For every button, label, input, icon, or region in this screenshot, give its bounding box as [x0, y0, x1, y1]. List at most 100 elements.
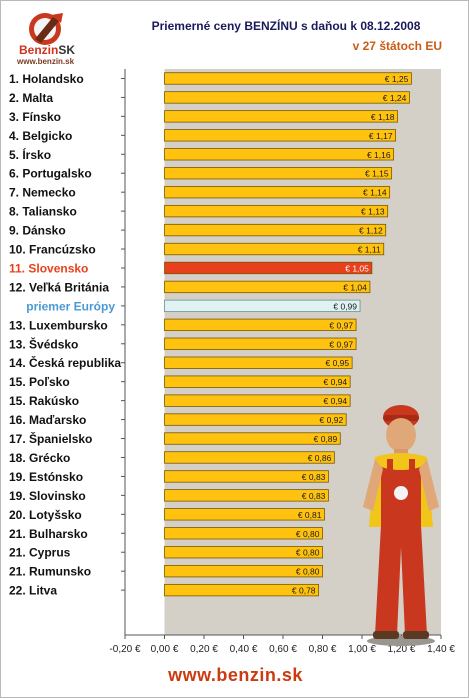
category-label: 1. Holandsko [9, 72, 84, 86]
bar [164, 223, 387, 237]
x-tick-label: 1,20 € [388, 644, 416, 655]
logo-emblem-icon [29, 13, 63, 45]
bar-value-label: € 0,97 [329, 320, 353, 330]
bar [164, 318, 357, 331]
bar [164, 375, 351, 388]
bar-value-label: € 1,17 [369, 131, 393, 141]
bar [164, 148, 395, 161]
category-label: 9. Dánsko [9, 224, 66, 238]
bar [164, 583, 319, 597]
x-tick-label: 0,80 € [309, 644, 337, 655]
bar [164, 337, 357, 350]
bar-value-label: € 1,14 [363, 188, 387, 198]
average-bar [164, 299, 361, 313]
bar [164, 565, 323, 578]
category-label: 20. Lotyšsko [9, 508, 82, 522]
category-label: 17. Španielsko [9, 431, 92, 446]
category-label: 21. Cyprus [9, 546, 71, 560]
category-label: 7. Nemecko [9, 186, 76, 200]
bar [164, 91, 410, 104]
category-label: 13. Švédsko [9, 336, 78, 351]
category-label: 19. Estónsko [9, 470, 83, 484]
footer-url: www.benzin.sk [168, 665, 303, 685]
category-label: 11. Slovensko [9, 261, 88, 275]
x-tick-label: 0,20 € [190, 644, 218, 655]
bar [164, 204, 389, 218]
bar-value-label: € 0,78 [292, 586, 316, 596]
bar-value-label: € 0,80 [296, 567, 320, 577]
bar-value-label: € 0,80 [296, 548, 320, 558]
x-tick-label: -0,20 € [109, 644, 141, 655]
highlight-bar [164, 261, 373, 275]
bar [164, 546, 323, 559]
bar [164, 110, 398, 123]
bar [164, 508, 325, 521]
category-label: 2. Malta [9, 91, 53, 105]
bar-value-label: € 0,94 [324, 396, 348, 406]
category-label: 19. Slovinsko [9, 489, 86, 503]
bar-value-label: € 1,13 [361, 207, 385, 217]
category-label: 5. Írsko [9, 147, 51, 162]
bar [164, 413, 347, 426]
bar-value-label: € 1,16 [367, 150, 391, 160]
bar-value-label: € 0,81 [298, 510, 322, 520]
bar-value-label: € 0,94 [324, 377, 348, 387]
bar [164, 72, 412, 85]
bar [164, 280, 371, 294]
category-label: 21. Rumunsko [9, 565, 91, 579]
bar-value-label: € 0,89 [314, 434, 338, 444]
bar [164, 356, 353, 369]
bar-value-label: € 1,18 [371, 112, 395, 122]
bar-value-label: € 0,99 [333, 301, 357, 311]
bar [164, 451, 335, 464]
bar-value-label: € 0,83 [302, 472, 326, 482]
bar-value-label: € 1,25 [385, 74, 409, 84]
category-label: 12. Veľká Británia [9, 280, 109, 294]
category-label: 16. Maďarsko [9, 413, 86, 427]
category-label: 8. Taliansko [9, 205, 77, 219]
logo-url: www.benzin.sk [17, 57, 75, 66]
category-label: 13. Luxembursko [9, 318, 108, 332]
category-label: 4. Belgicko [9, 129, 72, 143]
x-tick-label: 0,40 € [230, 644, 258, 655]
mechanic-mascot-icon [363, 405, 439, 646]
chart-subtitle: v 27 štátoch EU [352, 39, 442, 53]
bar-value-label: € 0,86 [308, 453, 332, 463]
logo-sk: SK [58, 43, 76, 57]
bar [164, 242, 385, 256]
bar-value-label: € 0,80 [296, 529, 320, 539]
bar [164, 167, 393, 180]
benzin-logo [15, 9, 85, 67]
bar-value-label: € 0,97 [329, 339, 353, 349]
category-label: 6. Portugalsko [9, 167, 92, 181]
bar-value-label: € 0,83 [302, 491, 326, 501]
bar-value-label: € 0,92 [320, 415, 344, 425]
bar [164, 432, 341, 445]
bar [164, 470, 329, 483]
category-label: 22. Litva [9, 584, 57, 598]
bar [164, 129, 396, 142]
bar-value-label: € 1,24 [383, 93, 407, 103]
x-tick-label: 1,00 € [348, 644, 376, 655]
category-label: 10. Francúzsko [9, 243, 96, 257]
bar-value-label: € 1,05 [345, 263, 369, 273]
bar-value-label: € 1,11 [358, 245, 381, 255]
category-label: 3. Fínsko [9, 110, 61, 124]
bar [164, 394, 351, 407]
bar-value-label: € 1,15 [365, 169, 389, 179]
bar [164, 527, 323, 540]
x-tick-label: 0,60 € [269, 644, 297, 655]
category-label: 14. Česká republika [9, 355, 121, 370]
bar [164, 489, 329, 502]
category-label: 15. Poľsko [9, 375, 70, 389]
bar-value-label: € 1,04 [343, 282, 367, 292]
average-label: priemer Európy [26, 299, 115, 313]
x-tick-label: 1,40 € [427, 644, 455, 655]
bar [164, 186, 391, 199]
bar-value-label: € 0,95 [325, 358, 349, 368]
bar-value-label: € 1,12 [359, 226, 383, 236]
logo-word: Benzin [19, 43, 59, 57]
plot-area-negative [125, 69, 165, 635]
